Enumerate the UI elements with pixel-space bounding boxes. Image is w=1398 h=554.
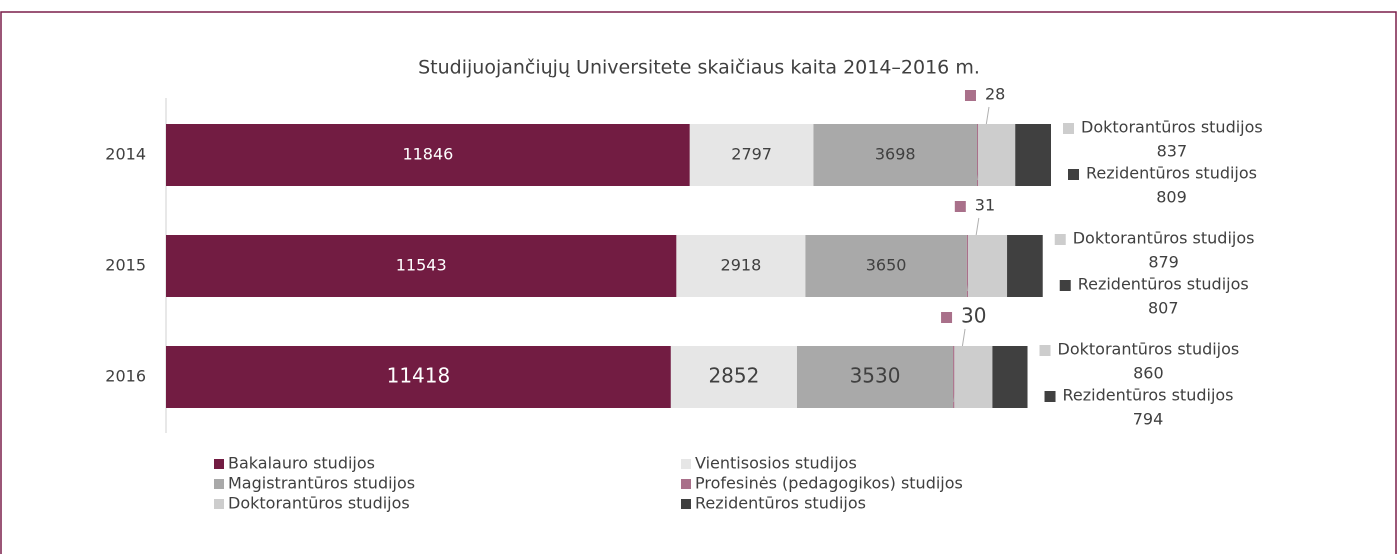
data-label: 28 bbox=[985, 85, 1005, 104]
callout-name: Doktorantūros studijos bbox=[1081, 118, 1263, 137]
bar-segment bbox=[676, 235, 806, 297]
data-label: 30 bbox=[961, 304, 986, 328]
bar-segment bbox=[976, 124, 979, 186]
callout-swatch bbox=[941, 312, 953, 323]
callout-swatch bbox=[1068, 169, 1079, 180]
bar-segment bbox=[954, 346, 993, 408]
data-label: 860 bbox=[1133, 364, 1164, 383]
data-label: 879 bbox=[1148, 253, 1179, 272]
legend-swatch bbox=[214, 499, 224, 509]
y-tick-label: 2014 bbox=[105, 145, 146, 164]
callout-swatch bbox=[1063, 123, 1074, 134]
data-label: 11418 bbox=[387, 364, 451, 388]
bar-segment bbox=[1007, 235, 1043, 297]
legend-swatch bbox=[681, 499, 691, 509]
bar-segment bbox=[796, 346, 954, 408]
bar-segment bbox=[968, 235, 1008, 297]
data-label: 3530 bbox=[850, 364, 901, 388]
data-label: 31 bbox=[975, 196, 995, 215]
bar-segment bbox=[953, 346, 955, 408]
callout-swatch bbox=[1054, 234, 1066, 245]
bar-segment bbox=[166, 124, 690, 186]
data-label: 2918 bbox=[721, 256, 762, 275]
y-tick-label: 2015 bbox=[105, 256, 146, 275]
data-label: 11846 bbox=[402, 145, 453, 164]
data-label: 3698 bbox=[875, 145, 916, 164]
legend-swatch bbox=[214, 479, 224, 489]
callout-name: Rezidentūros studijos bbox=[1063, 386, 1234, 405]
callout-swatch bbox=[1039, 345, 1051, 356]
legend-swatch bbox=[214, 459, 224, 469]
data-label: 2852 bbox=[708, 364, 759, 388]
data-label: 807 bbox=[1148, 299, 1179, 318]
legend-label: Magistrantūros studijos bbox=[228, 474, 415, 493]
callout-name: Rezidentūros studijos bbox=[1086, 164, 1257, 183]
callout-swatch bbox=[954, 201, 966, 212]
legend-label: Bakalauro studijos bbox=[228, 454, 375, 473]
legend-label: Profesinės (pedagogikos) studijos bbox=[695, 474, 963, 493]
bar-segment bbox=[166, 235, 677, 297]
frame bbox=[0, 11, 1397, 554]
legend-label: Doktorantūros studijos bbox=[228, 494, 410, 513]
legend-label: Vientisosios studijos bbox=[695, 454, 857, 473]
bar-segment bbox=[1015, 124, 1051, 186]
bar-segment bbox=[805, 235, 967, 297]
callout-swatch bbox=[1059, 280, 1071, 291]
bar-segment bbox=[166, 346, 671, 408]
callout-swatch bbox=[964, 90, 976, 101]
legend-swatch bbox=[681, 459, 691, 469]
bar-segment bbox=[992, 346, 1028, 408]
callout-name: Doktorantūros studijos bbox=[1058, 340, 1240, 359]
chart-title: Studijuojančiųjų Universitete skaičiaus … bbox=[418, 57, 980, 79]
bar-segment bbox=[689, 124, 814, 186]
callout-name: Rezidentūros studijos bbox=[1078, 275, 1249, 294]
data-label: 2797 bbox=[731, 145, 772, 164]
data-label: 3650 bbox=[866, 256, 907, 275]
bar-segment bbox=[966, 235, 969, 297]
legend-swatch bbox=[681, 479, 691, 489]
bar-segment bbox=[670, 346, 797, 408]
callout-name: Doktorantūros studijos bbox=[1073, 229, 1255, 248]
data-label: 11543 bbox=[396, 256, 447, 275]
data-label: 837 bbox=[1157, 142, 1188, 161]
bar-segment bbox=[813, 124, 977, 186]
data-label: 794 bbox=[1133, 410, 1164, 429]
data-label: 809 bbox=[1156, 188, 1187, 207]
bar-segment bbox=[978, 124, 1016, 186]
callout-swatch bbox=[1044, 391, 1056, 402]
y-tick-label: 2016 bbox=[105, 367, 146, 386]
legend-label: Rezidentūros studijos bbox=[695, 494, 866, 513]
